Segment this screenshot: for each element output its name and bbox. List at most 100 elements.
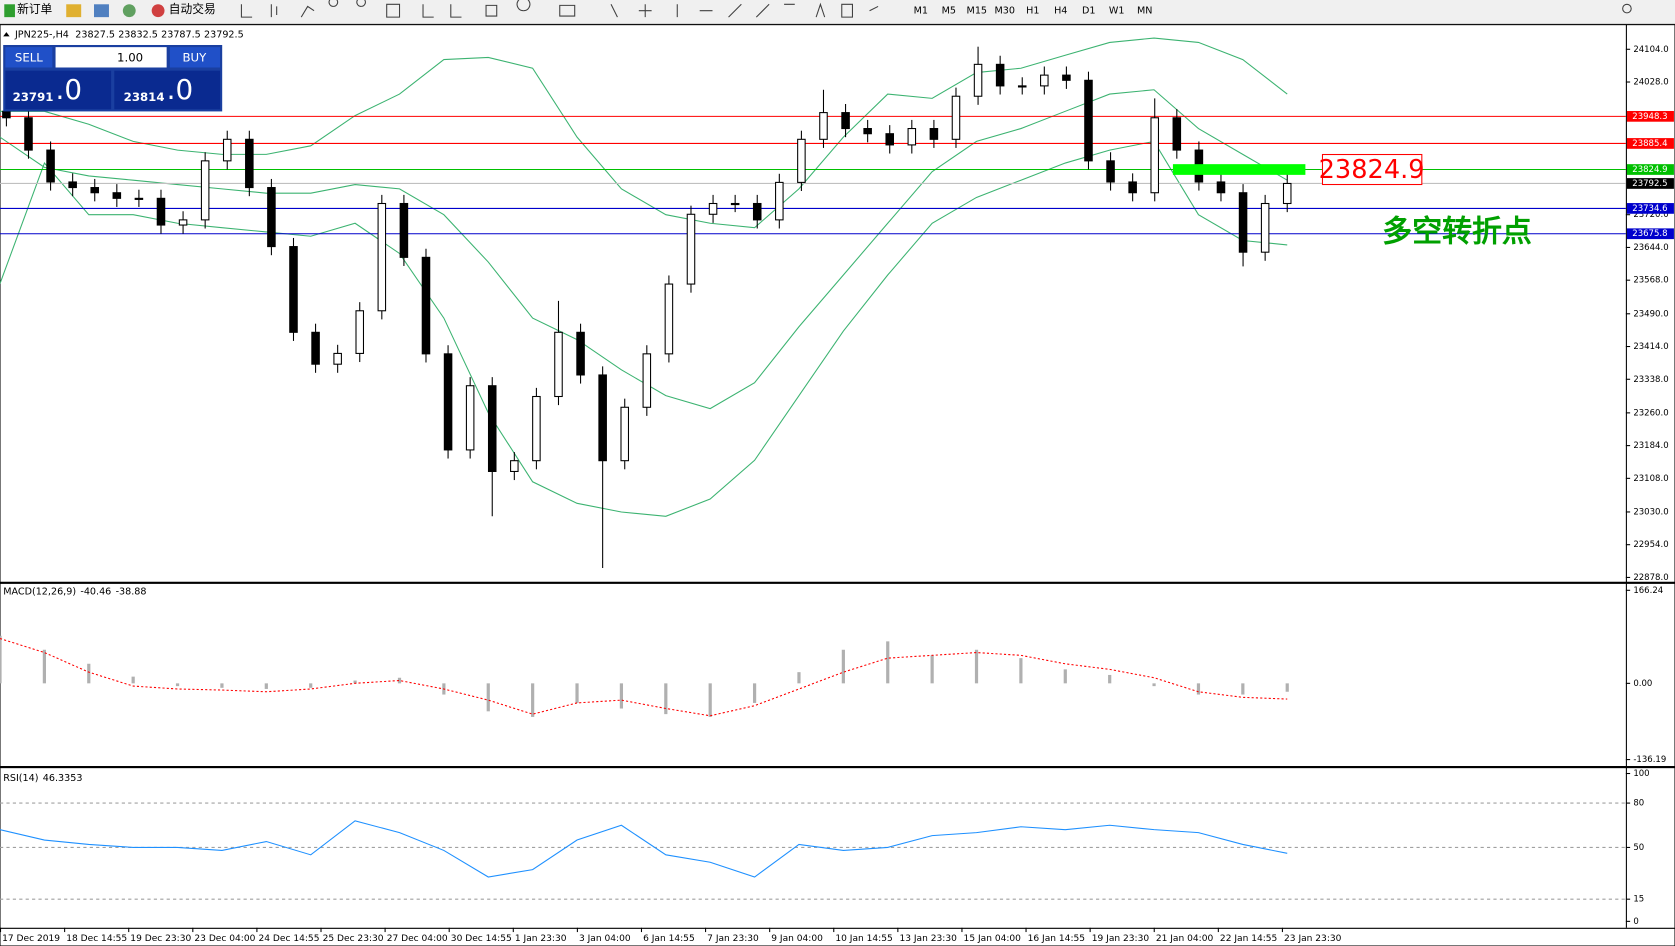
timeframe-button[interactable]: H1 [1026,6,1039,17]
y-tick-label: 23338.0 [1633,375,1668,385]
bid-box[interactable] [5,70,112,110]
candle-body [112,192,122,199]
candle-body [333,352,342,365]
candle-body [1238,192,1248,253]
y-tick-label: 15 [1633,895,1644,905]
candle-body [1282,182,1292,205]
candle-body [289,246,298,333]
candle-body [46,149,55,183]
candle-body [863,128,872,135]
x-tick-label: 27 Dec 04:00 [387,934,448,944]
timeframe-button[interactable]: H4 [1054,6,1067,17]
y-tick-label: 23644.0 [1633,243,1668,253]
buy-label[interactable]: BUY [183,50,208,64]
bid-price[interactable]: 23791 [13,90,54,104]
x-tick-label: 10 Jan 14:55 [835,934,892,944]
candle-body [686,213,696,285]
y-tick-label: 23568.0 [1633,276,1668,286]
lot-input[interactable] [55,47,167,68]
last-price-tag [1626,178,1674,189]
toolbar-button[interactable]: 自动交易 [169,2,216,16]
rsi-line [0,820,1288,878]
x-tick-label: 16 Jan 14:55 [1028,934,1085,944]
timeframe-button[interactable]: W1 [1109,6,1125,17]
timeframe-button[interactable]: D1 [1082,6,1095,17]
toolbar-icon[interactable] [66,4,82,18]
turning-point-bar [1172,164,1306,175]
y-tick-label: 50 [1633,843,1644,853]
header-arrow [3,32,10,37]
sell-button[interactable] [5,47,53,68]
candle-body [708,202,718,215]
timeframe-button[interactable]: M5 [942,6,956,17]
indicator-value: -40.46 [80,586,111,597]
candle-body [2,110,11,119]
ask-pips[interactable]: .0 [167,73,193,106]
candle-body [134,197,144,200]
toolbar-glyphs [240,0,879,18]
autotrade-icon[interactable] [151,4,165,18]
y-tick-label: 24028.0 [1633,78,1668,88]
search-icon[interactable] [1622,3,1632,14]
candle-body [620,406,630,462]
candle-body [576,331,585,376]
candle-body [885,133,895,146]
candle-body [443,353,453,451]
indicator-value: -38.88 [116,586,147,597]
buy-button[interactable] [169,47,221,68]
y-tick-label: 0 [1633,917,1638,927]
x-tick-label: 25 Dec 23:30 [323,934,384,944]
symbol-header: JPN225-,H4 23827.5 23832.5 23787.5 23792.5 [14,29,244,40]
x-tick-label: 7 Jan 23:30 [707,934,759,944]
level-tag [1626,203,1674,214]
ohlc-value: 23832.5 [118,29,158,40]
timeframe-button[interactable]: M1 [914,6,928,17]
y-tick-label: 22954.0 [1633,540,1668,550]
timeframe-button[interactable]: M30 [995,6,1016,17]
y-tick-label: 23490.0 [1633,309,1668,319]
level-tag [1626,138,1674,149]
y-tick-label: 23720.0 [1633,210,1668,220]
sell-label[interactable]: SELL [15,50,43,64]
ohlc-value: 23792.5 [204,29,244,40]
timeframe-button[interactable]: M15 [967,6,988,17]
level-label: 23885.4 [1632,139,1667,149]
y-tick-label: 24104.0 [1633,45,1668,55]
candle-body [907,128,917,146]
bollinger-lower [0,140,1288,517]
ask-box[interactable] [114,70,221,110]
lot-value[interactable]: 1.00 [117,50,143,64]
candle-body [421,256,431,355]
timeframe-button[interactable]: MN [1137,6,1152,17]
candle-body [752,202,762,221]
candle-body [156,197,166,226]
y-tick-label: 23108.0 [1633,474,1668,484]
candle-body [995,63,1005,87]
candle-body [355,310,365,354]
x-tick-label: 23 Dec 04:00 [194,934,255,944]
y-tick-label: 22878.0 [1633,573,1668,583]
level-label: 23734.6 [1632,204,1667,214]
candle-body [399,202,409,258]
x-tick-label: 24 Dec 14:55 [259,934,320,944]
toolbar-icon[interactable] [94,4,109,18]
x-tick-label: 18 Dec 14:55 [66,934,127,944]
new-order-icon[interactable] [4,4,15,18]
x-tick-label: 19 Dec 23:30 [130,934,191,944]
level-tag [1626,110,1674,122]
indicator-name: RSI(14) [3,773,38,784]
pane-divider [0,581,1675,584]
ask-price[interactable]: 23814 [124,90,165,104]
bid-pips[interactable]: .0 [56,73,82,106]
candle-body [598,374,607,462]
toolbar-icon[interactable] [122,4,136,18]
candle-body [1128,181,1137,194]
level-tag [1626,164,1674,175]
candle-body [929,128,939,140]
toolbar-button[interactable]: 新订单 [17,2,52,16]
candle-body [1106,160,1115,183]
y-tick-label: 100 [1633,769,1649,779]
last-price-label: 23792.5 [1632,179,1667,189]
y-tick-label: 23414.0 [1633,342,1668,352]
candle-body [90,187,100,194]
